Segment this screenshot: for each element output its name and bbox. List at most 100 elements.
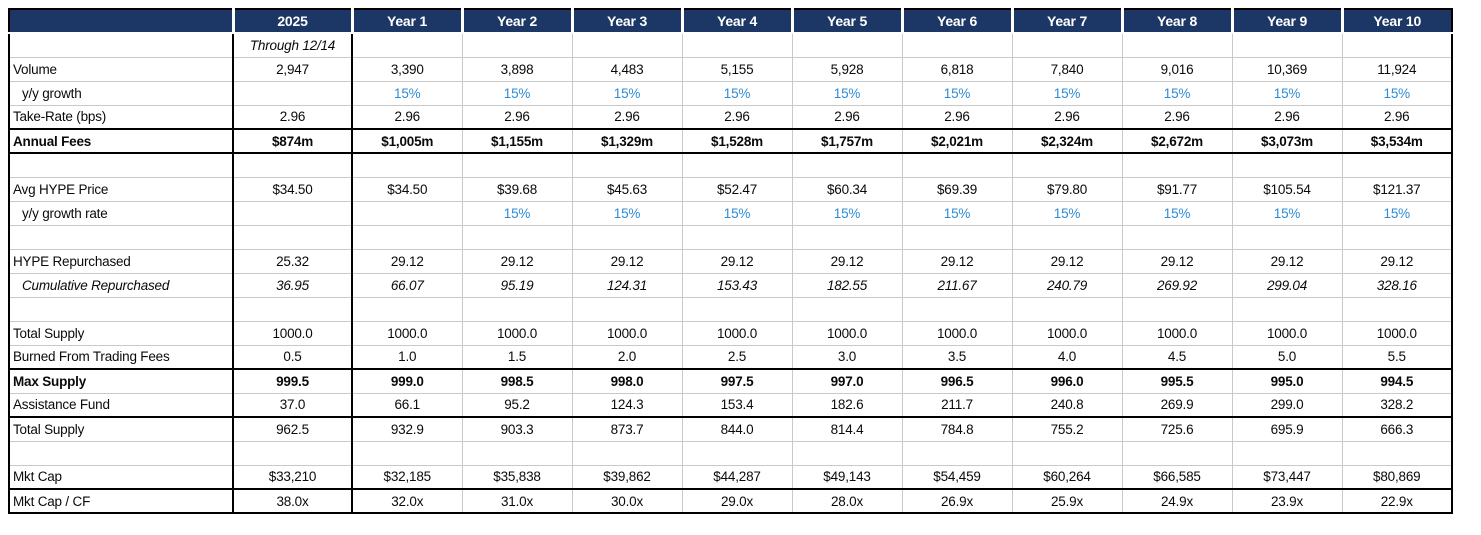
cell[interactable]	[1121, 440, 1233, 466]
cell[interactable]: 2.96	[1231, 104, 1343, 130]
cell[interactable]: $69.39	[901, 176, 1013, 202]
cell[interactable]: 269.92	[1121, 272, 1233, 298]
row-label[interactable]	[8, 152, 234, 178]
cell[interactable]: $1,329m	[571, 128, 683, 154]
cell[interactable]	[1011, 440, 1123, 466]
cell[interactable]: 29.12	[571, 248, 683, 274]
cell[interactable]: 1000.0	[901, 320, 1013, 346]
cell[interactable]	[461, 296, 573, 322]
cell[interactable]: 29.12	[1341, 248, 1453, 274]
cell[interactable]: 5.5	[1341, 344, 1453, 370]
cell[interactable]	[791, 224, 903, 250]
cell[interactable]: 95.2	[461, 392, 573, 418]
cell[interactable]: $52.47	[681, 176, 793, 202]
cell[interactable]	[351, 32, 463, 58]
cell[interactable]: 25.32	[232, 248, 353, 274]
cell[interactable]: 211.7	[901, 392, 1013, 418]
column-header-2025[interactable]: 2025	[231, 8, 354, 34]
cell[interactable]: 9,016	[1121, 56, 1233, 82]
cell[interactable]	[1341, 32, 1453, 58]
cell[interactable]: 29.12	[461, 248, 573, 274]
cell[interactable]: 2.96	[351, 104, 463, 130]
row-label[interactable]: Avg HYPE Price	[8, 176, 234, 202]
cell[interactable]: 2.96	[571, 104, 683, 130]
cell[interactable]: $34.50	[232, 176, 353, 202]
cell[interactable]	[681, 296, 793, 322]
cell[interactable]	[791, 152, 903, 178]
column-header-year-7[interactable]: Year 7	[1010, 8, 1124, 34]
cell[interactable]: $54,459	[901, 464, 1013, 490]
cell[interactable]: 1000.0	[681, 320, 793, 346]
cell[interactable]	[571, 296, 683, 322]
cell[interactable]: 5,155	[681, 56, 793, 82]
cell[interactable]: $121.37	[1341, 176, 1453, 202]
cell[interactable]: 15%	[681, 80, 793, 106]
cell[interactable]	[1341, 440, 1453, 466]
cell[interactable]: 25.9x	[1011, 488, 1123, 514]
cell[interactable]: 37.0	[232, 392, 353, 418]
cell[interactable]: $2,021m	[901, 128, 1013, 154]
cell[interactable]: 23.9x	[1231, 488, 1343, 514]
cell[interactable]	[571, 32, 683, 58]
cell[interactable]: 2.96	[791, 104, 903, 130]
cell[interactable]: 3.5	[901, 344, 1013, 370]
cell[interactable]: 153.43	[681, 272, 793, 298]
cell[interactable]	[791, 296, 903, 322]
cell[interactable]: $33,210	[232, 464, 353, 490]
cell[interactable]: 2.96	[681, 104, 793, 130]
cell[interactable]: 666.3	[1341, 416, 1453, 442]
cell[interactable]: 725.6	[1121, 416, 1233, 442]
cell[interactable]	[1341, 224, 1453, 250]
cell[interactable]: 28.0x	[791, 488, 903, 514]
cell[interactable]: 962.5	[232, 416, 353, 442]
cell[interactable]	[1341, 152, 1453, 178]
cell[interactable]	[461, 32, 573, 58]
cell[interactable]: 29.12	[791, 248, 903, 274]
cell[interactable]	[232, 152, 353, 178]
cell[interactable]: $39.68	[461, 176, 573, 202]
cell[interactable]: 814.4	[791, 416, 903, 442]
cell[interactable]: $32,185	[351, 464, 463, 490]
cell[interactable]: 26.9x	[901, 488, 1013, 514]
cell[interactable]: 997.5	[681, 368, 793, 394]
cell[interactable]: 29.12	[681, 248, 793, 274]
cell[interactable]	[1121, 32, 1233, 58]
cell[interactable]: 328.2	[1341, 392, 1453, 418]
cell[interactable]: 15%	[461, 80, 573, 106]
cell[interactable]: 2.96	[1011, 104, 1123, 130]
cell[interactable]	[1011, 32, 1123, 58]
cell[interactable]: 24.9x	[1121, 488, 1233, 514]
cell[interactable]	[1011, 296, 1123, 322]
column-header-year-1[interactable]: Year 1	[350, 8, 464, 34]
cell[interactable]	[461, 152, 573, 178]
cell[interactable]	[351, 224, 463, 250]
cell[interactable]: 695.9	[1231, 416, 1343, 442]
cell[interactable]	[1231, 440, 1343, 466]
row-label[interactable]: Mkt Cap / CF	[8, 488, 234, 514]
cell[interactable]	[1121, 296, 1233, 322]
cell[interactable]: 3,390	[351, 56, 463, 82]
row-label[interactable]: Cumulative Repurchased	[8, 272, 234, 298]
cell[interactable]	[232, 440, 353, 466]
cell[interactable]: 2.96	[1121, 104, 1233, 130]
cell[interactable]: 994.5	[1341, 368, 1453, 394]
cell[interactable]: $1,757m	[791, 128, 903, 154]
cell[interactable]: 15%	[1011, 200, 1123, 226]
cell[interactable]: 15%	[1341, 200, 1453, 226]
cell[interactable]	[681, 224, 793, 250]
cell[interactable]: 997.0	[791, 368, 903, 394]
row-label[interactable]: Assistance Fund	[8, 392, 234, 418]
cell[interactable]: $2,672m	[1121, 128, 1233, 154]
corner-header[interactable]	[8, 8, 235, 34]
cell[interactable]: 5,928	[791, 56, 903, 82]
cell[interactable]: 995.0	[1231, 368, 1343, 394]
cell[interactable]: 1000.0	[461, 320, 573, 346]
cell[interactable]: $44,287	[681, 464, 793, 490]
cell[interactable]	[351, 440, 463, 466]
cell[interactable]: 29.12	[901, 248, 1013, 274]
cell[interactable]: 1000.0	[1121, 320, 1233, 346]
cell[interactable]: 3.0	[791, 344, 903, 370]
cell[interactable]: 15%	[351, 80, 463, 106]
cell[interactable]	[681, 440, 793, 466]
cell[interactable]	[901, 440, 1013, 466]
